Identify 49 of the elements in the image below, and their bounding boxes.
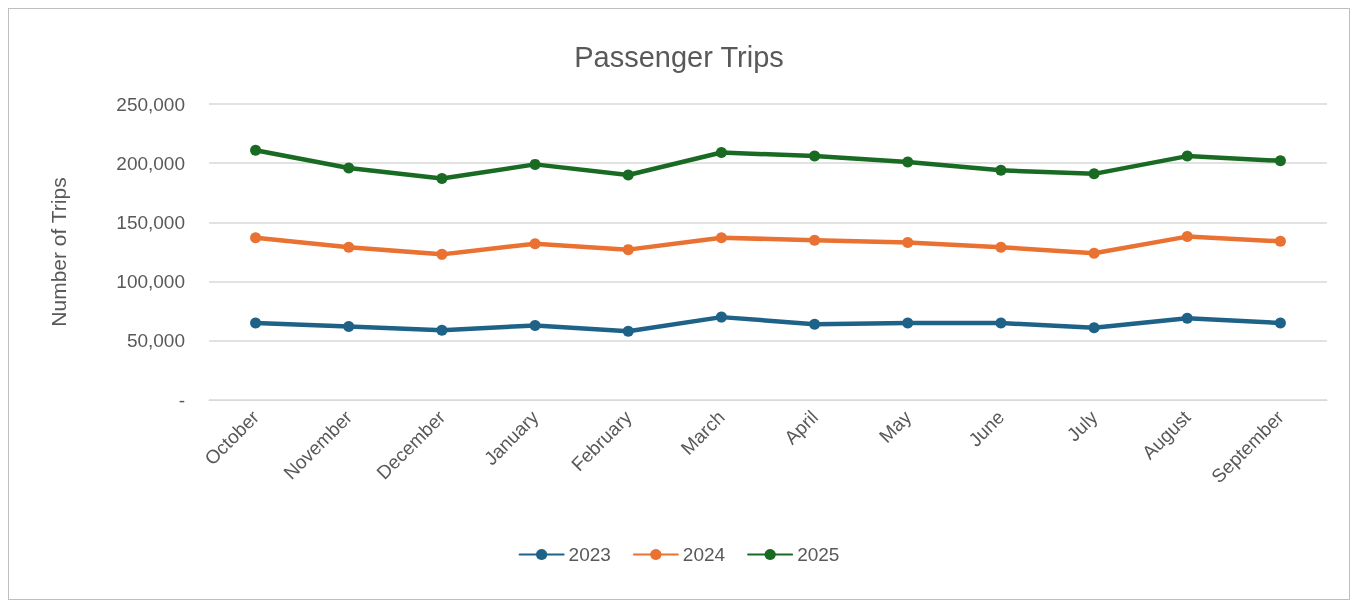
y-tick-label: 100,000 (116, 271, 185, 293)
point (902, 156, 914, 168)
point (715, 232, 727, 244)
y-axis-title: Number of Trips (47, 177, 70, 327)
point (1088, 168, 1100, 180)
point (1088, 322, 1100, 334)
point (809, 150, 821, 162)
y-tick-label: 50,000 (126, 330, 185, 352)
point (1181, 312, 1193, 324)
point (529, 238, 541, 250)
point (343, 321, 355, 333)
point (1181, 231, 1193, 243)
point (250, 232, 262, 244)
point (1274, 235, 1286, 247)
point (343, 241, 355, 253)
point (902, 317, 914, 329)
y-tick-label: 250,000 (116, 93, 185, 115)
legend-label: 2023 (568, 544, 611, 565)
point (902, 237, 914, 249)
point (715, 311, 727, 323)
point (250, 144, 262, 156)
point (250, 317, 262, 329)
x-tick-label: May (874, 406, 916, 447)
legend-label: 2025 (797, 544, 840, 565)
point (622, 244, 634, 256)
point (343, 162, 355, 174)
x-tick-label: July (1062, 406, 1102, 446)
point (1181, 150, 1193, 162)
point (436, 324, 448, 336)
y-tick-label: 200,000 (116, 152, 185, 174)
point (715, 147, 727, 159)
point (995, 241, 1007, 253)
chart-title: Passenger Trips (574, 40, 784, 73)
y-tick-label: 150,000 (116, 211, 185, 233)
point (995, 317, 1007, 329)
point (1088, 247, 1100, 259)
y-tick-label: - (178, 389, 185, 411)
point (1274, 317, 1286, 329)
point (809, 318, 821, 330)
point (529, 158, 541, 170)
point (622, 325, 634, 337)
legend-label: 2024 (682, 544, 726, 565)
point (1274, 155, 1286, 167)
point (529, 319, 541, 331)
point (809, 234, 821, 246)
point (436, 173, 448, 185)
point (436, 248, 448, 260)
point (622, 169, 634, 181)
point (995, 164, 1007, 176)
